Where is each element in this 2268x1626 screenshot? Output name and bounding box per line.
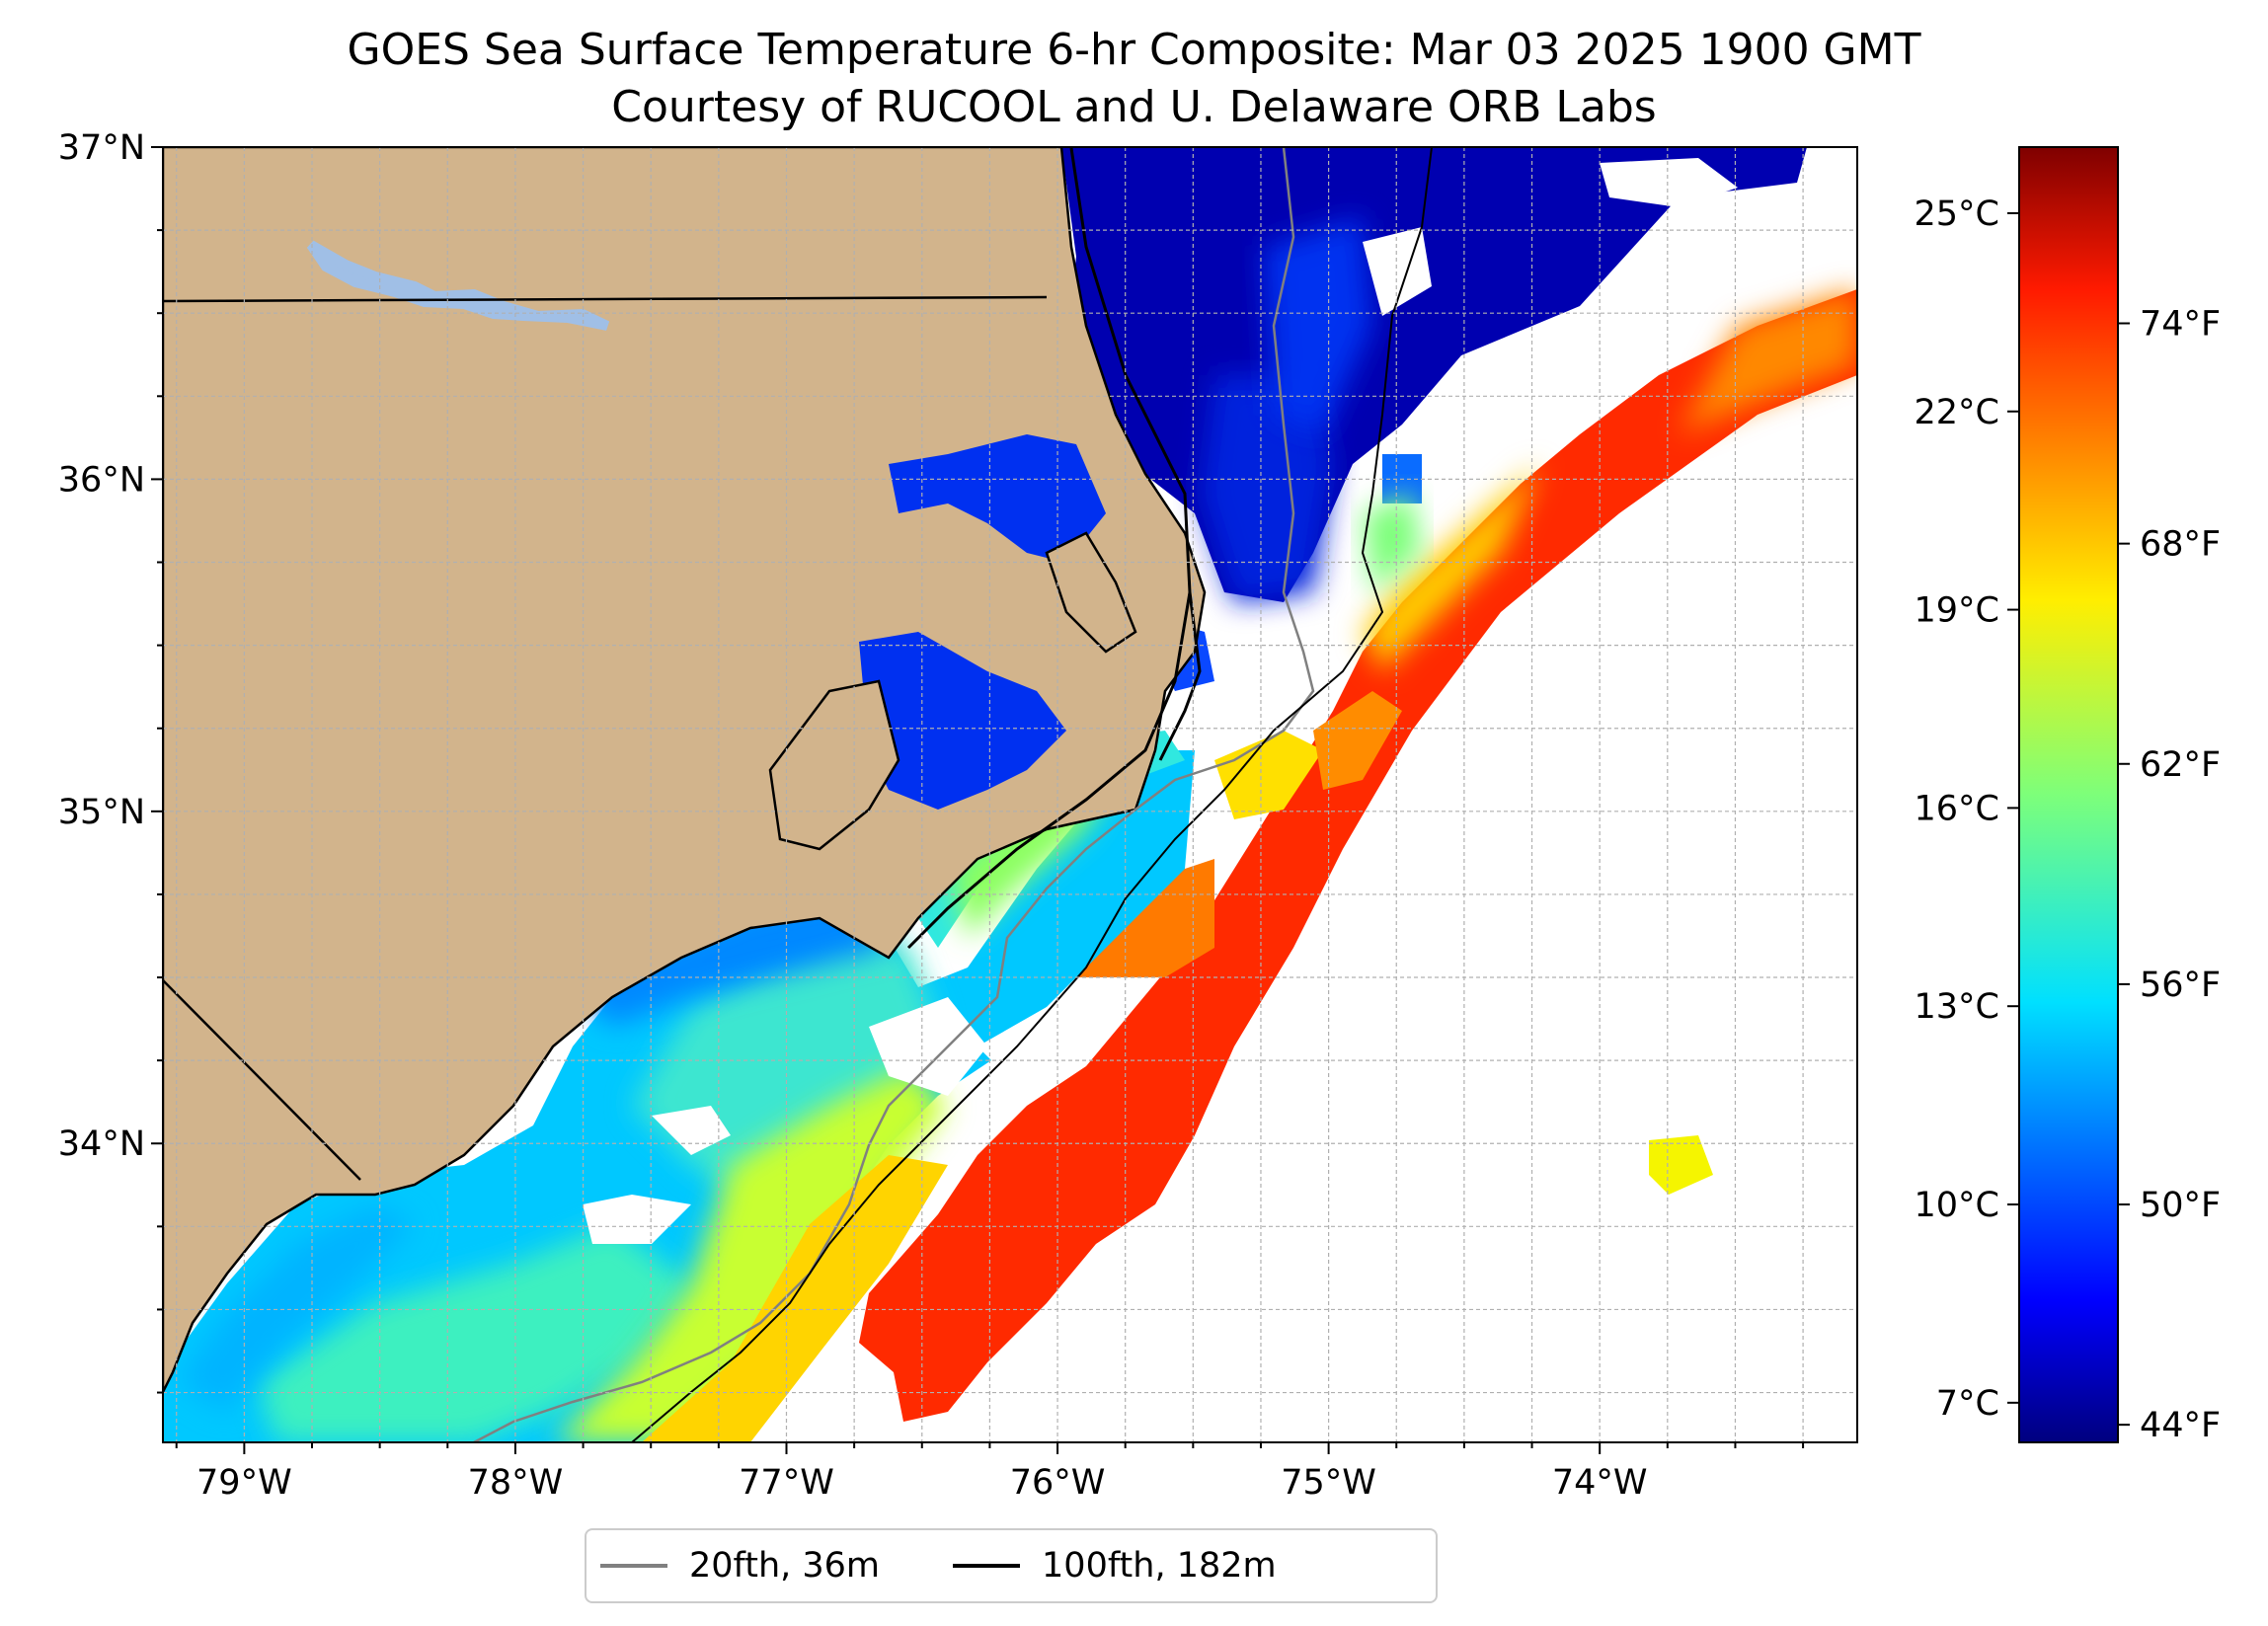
celsius-tick-label: 16°C (1915, 789, 1999, 828)
legend-item-100fth: 100fth, 182m (953, 1546, 1277, 1586)
map-title-line-1: GOES Sea Surface Temperature 6-hr Compos… (347, 25, 1921, 75)
lon-tick-label: 77°W (739, 1463, 834, 1503)
lake-kerr (306, 240, 610, 331)
legend-item-20fth: 20fth, 36m (600, 1546, 880, 1586)
colorbar-fahrenheit-axis: 44°F 50°F 56°F 62°F 68°F 74°F (2118, 305, 2221, 1445)
colorbar-gradient (2019, 147, 2118, 1442)
legend-label-100fth: 100fth, 182m (1042, 1546, 1277, 1586)
fahrenheit-tick-label: 44°F (2140, 1406, 2221, 1445)
isobath-20fth (473, 147, 1315, 1442)
fahrenheit-tick-label: 74°F (2140, 305, 2221, 345)
map-area (163, 147, 1857, 1442)
isobath-legend: 20fth, 36m 100fth, 182m (585, 1528, 1438, 1603)
celsius-tick-label: 25°C (1915, 194, 1999, 234)
map-title-line-2: Courtesy of RUCOOL and U. Delaware ORB L… (611, 82, 1657, 132)
colorbar-celsius-axis: 7°C 10°C 13°C 16°C 19°C 22°C 25°C (1915, 194, 2019, 1424)
lon-tick-label: 78°W (468, 1463, 564, 1503)
isobath-100fth (631, 147, 1433, 1442)
state-border-va-nc (163, 295, 1048, 303)
celsius-tick-label: 19°C (1915, 591, 1999, 631)
lat-tick-label: 36°N (58, 460, 145, 500)
map-frame (162, 146, 1858, 1443)
sst-nodata-south (583, 997, 1066, 1244)
legend-line-black (953, 1564, 1021, 1568)
legend-line-gray (600, 1564, 667, 1568)
celsius-tick-label: 22°C (1915, 393, 1999, 432)
celsius-tick-label: 7°C (1936, 1384, 1999, 1424)
fahrenheit-tick-label: 62°F (2140, 745, 2221, 785)
colorbar: 7°C 10°C 13°C 16°C 19°C 22°C 25°C 44°F 50°F 56°F… (1915, 146, 2221, 1445)
lon-tick-label: 76°W (1010, 1463, 1106, 1503)
lon-tick-label: 75°W (1281, 1463, 1376, 1503)
longitude-axis: 79°W 78°W 77°W 76°W 75°W 74°W (175, 1442, 1805, 1503)
celsius-tick-label: 13°C (1915, 987, 1999, 1027)
colorbar-frame (2018, 146, 2119, 1443)
state-border-nc-sc (163, 979, 361, 1181)
celsius-tick-label: 10°C (1915, 1186, 1999, 1225)
lon-tick-label: 79°W (196, 1463, 292, 1503)
latitude-axis: 37°N 36°N 35°N 34°N (58, 128, 163, 1394)
fahrenheit-tick-label: 56°F (2140, 966, 2221, 1005)
lat-tick-label: 34°N (58, 1124, 145, 1164)
lon-tick-label: 74°W (1552, 1463, 1648, 1503)
fahrenheit-tick-label: 50°F (2140, 1186, 2221, 1225)
fahrenheit-tick-label: 68°F (2140, 525, 2221, 565)
lat-tick-label: 35°N (58, 793, 145, 832)
map-gridlines (163, 147, 1857, 1442)
lat-tick-label: 37°N (58, 128, 145, 168)
legend-label-20fth: 20fth, 36m (689, 1546, 881, 1586)
land-mass (163, 147, 1207, 1393)
